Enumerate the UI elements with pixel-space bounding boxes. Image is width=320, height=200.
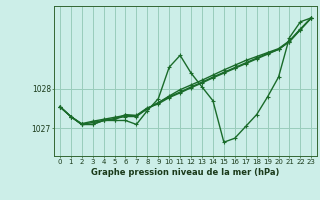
X-axis label: Graphe pression niveau de la mer (hPa): Graphe pression niveau de la mer (hPa) <box>92 168 280 177</box>
